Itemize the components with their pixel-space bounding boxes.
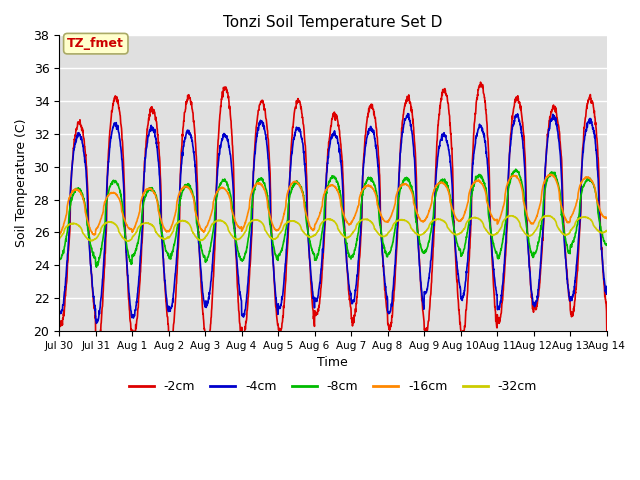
Line: -16cm: -16cm bbox=[59, 174, 640, 235]
-16cm bbox=[55, 232, 63, 238]
-32cm bbox=[639, 228, 640, 234]
-32cm bbox=[55, 236, 63, 242]
-32cm bbox=[617, 212, 625, 217]
-2cm bbox=[240, 330, 248, 336]
-8cm bbox=[240, 255, 248, 261]
-16cm bbox=[560, 213, 568, 218]
-2cm bbox=[387, 323, 394, 328]
-8cm bbox=[55, 255, 63, 261]
-32cm bbox=[561, 232, 568, 238]
-32cm bbox=[240, 231, 248, 237]
-16cm bbox=[527, 220, 535, 226]
-4cm bbox=[561, 241, 568, 247]
-4cm bbox=[114, 122, 122, 128]
-4cm bbox=[404, 111, 412, 117]
Y-axis label: Soil Temperature (C): Soil Temperature (C) bbox=[15, 119, 28, 247]
-16cm bbox=[631, 203, 639, 209]
-2cm bbox=[203, 349, 211, 355]
Line: -32cm: -32cm bbox=[59, 215, 640, 241]
-8cm bbox=[561, 231, 568, 237]
-16cm bbox=[639, 215, 640, 221]
Legend: -2cm, -4cm, -8cm, -16cm, -32cm: -2cm, -4cm, -8cm, -16cm, -32cm bbox=[124, 375, 542, 398]
-2cm bbox=[631, 162, 639, 168]
-2cm bbox=[527, 288, 535, 294]
-4cm bbox=[631, 196, 639, 202]
-16cm bbox=[114, 193, 122, 199]
-8cm bbox=[93, 264, 100, 270]
-4cm bbox=[639, 284, 640, 289]
-16cm bbox=[239, 225, 247, 230]
Title: Tonzi Soil Temperature Set D: Tonzi Soil Temperature Set D bbox=[223, 15, 442, 30]
-4cm bbox=[240, 312, 248, 317]
-8cm bbox=[512, 166, 520, 172]
-4cm bbox=[55, 308, 63, 314]
-8cm bbox=[631, 215, 639, 220]
-32cm bbox=[114, 225, 122, 230]
-16cm bbox=[387, 215, 394, 221]
-8cm bbox=[527, 249, 535, 255]
-4cm bbox=[93, 321, 100, 326]
-2cm bbox=[561, 227, 568, 232]
-32cm bbox=[124, 239, 131, 244]
-2cm bbox=[55, 317, 63, 323]
-2cm bbox=[639, 323, 640, 328]
X-axis label: Time: Time bbox=[317, 356, 348, 369]
-2cm bbox=[623, 71, 630, 76]
-16cm bbox=[620, 171, 627, 177]
Text: TZ_fmet: TZ_fmet bbox=[67, 37, 124, 50]
-32cm bbox=[387, 228, 394, 233]
Line: -8cm: -8cm bbox=[59, 169, 640, 267]
-32cm bbox=[527, 232, 535, 238]
-4cm bbox=[527, 288, 535, 294]
Line: -4cm: -4cm bbox=[59, 114, 640, 324]
-8cm bbox=[387, 248, 394, 254]
-32cm bbox=[631, 229, 639, 235]
-8cm bbox=[114, 181, 122, 187]
-8cm bbox=[639, 241, 640, 247]
-4cm bbox=[387, 308, 394, 314]
Line: -2cm: -2cm bbox=[59, 73, 640, 352]
-2cm bbox=[114, 96, 122, 102]
